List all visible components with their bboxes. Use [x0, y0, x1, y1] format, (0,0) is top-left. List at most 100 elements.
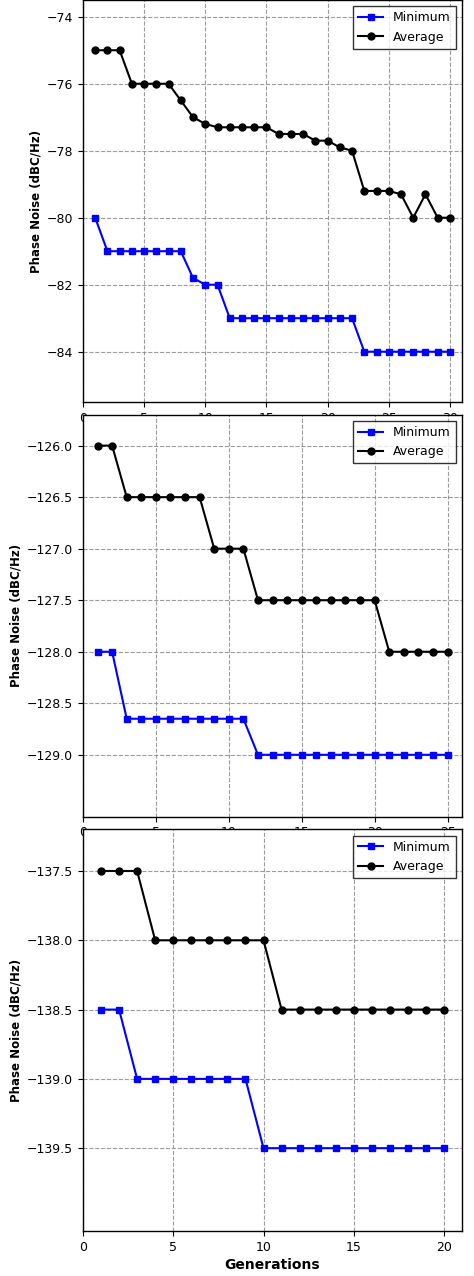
Minimum — [374, 345, 379, 360]
Minimum — [243, 1072, 248, 1087]
Line: Minimum: Minimum — [91, 214, 454, 355]
Average — [362, 184, 367, 199]
X-axis label: Generations: Generations — [225, 1258, 320, 1272]
Average — [299, 592, 305, 607]
Minimum — [239, 310, 245, 325]
Minimum — [270, 748, 275, 763]
Minimum — [386, 748, 392, 763]
Minimum — [312, 310, 318, 325]
Line: Minimum: Minimum — [94, 648, 451, 758]
Average — [333, 1002, 338, 1017]
Average — [288, 126, 294, 142]
Average — [134, 864, 140, 879]
Minimum — [168, 711, 173, 726]
Minimum — [227, 310, 233, 325]
Legend: Minimum, Average: Minimum, Average — [353, 6, 456, 48]
Average — [369, 1002, 375, 1017]
Average — [447, 211, 453, 226]
Average — [129, 77, 135, 92]
Minimum — [264, 310, 269, 325]
Average — [202, 116, 208, 131]
Average — [154, 77, 159, 92]
Line: Minimum: Minimum — [98, 1005, 447, 1152]
Average — [239, 120, 245, 135]
Average — [416, 644, 421, 660]
Minimum — [362, 345, 367, 360]
Average — [197, 490, 202, 505]
Minimum — [398, 345, 404, 360]
Minimum — [109, 644, 115, 660]
Minimum — [288, 310, 294, 325]
Legend: Minimum, Average: Minimum, Average — [353, 421, 456, 463]
Average — [95, 438, 100, 453]
Minimum — [141, 244, 147, 259]
Average — [313, 592, 319, 607]
Average — [251, 120, 257, 135]
Average — [284, 592, 290, 607]
Minimum — [215, 277, 220, 292]
Line: Average: Average — [91, 47, 454, 221]
Minimum — [226, 711, 232, 726]
Minimum — [129, 244, 135, 259]
Legend: Minimum, Average: Minimum, Average — [353, 836, 456, 878]
Average — [255, 592, 261, 607]
Average — [207, 933, 212, 948]
Average — [264, 120, 269, 135]
Minimum — [410, 345, 416, 360]
Minimum — [445, 748, 450, 763]
Minimum — [138, 711, 144, 726]
Average — [349, 143, 355, 158]
Average — [92, 42, 98, 57]
Minimum — [416, 748, 421, 763]
Average — [276, 126, 282, 142]
Minimum — [207, 1072, 212, 1087]
Average — [357, 592, 363, 607]
Minimum — [152, 1072, 158, 1087]
Average — [374, 184, 379, 199]
Minimum — [349, 310, 355, 325]
Minimum — [284, 748, 290, 763]
Minimum — [178, 244, 183, 259]
Minimum — [447, 345, 453, 360]
Average — [153, 490, 159, 505]
Average — [138, 490, 144, 505]
Average — [105, 42, 110, 57]
Average — [243, 933, 248, 948]
Minimum — [134, 1072, 140, 1087]
Text: (a): (a) — [263, 471, 283, 485]
Minimum — [369, 1141, 375, 1156]
Minimum — [423, 345, 428, 360]
Minimum — [299, 748, 305, 763]
Average — [410, 211, 416, 226]
Average — [337, 139, 343, 154]
Minimum — [166, 244, 172, 259]
Minimum — [301, 310, 306, 325]
Average — [386, 644, 392, 660]
Minimum — [240, 711, 246, 726]
Average — [225, 933, 230, 948]
Line: Average: Average — [94, 443, 451, 655]
Minimum — [337, 310, 343, 325]
Minimum — [190, 271, 196, 286]
Average — [435, 211, 440, 226]
Average — [328, 592, 334, 607]
Average — [261, 933, 266, 948]
Minimum — [211, 711, 217, 726]
Minimum — [95, 644, 100, 660]
Average — [211, 541, 217, 556]
X-axis label: Generations: Generations — [225, 843, 320, 857]
Minimum — [435, 345, 440, 360]
Average — [405, 1002, 411, 1017]
Minimum — [255, 748, 261, 763]
Minimum — [225, 1072, 230, 1087]
Minimum — [387, 1141, 393, 1156]
Minimum — [276, 310, 282, 325]
Average — [315, 1002, 320, 1017]
Average — [226, 541, 232, 556]
Minimum — [170, 1072, 176, 1087]
Minimum — [182, 711, 188, 726]
Line: Average: Average — [98, 868, 447, 1013]
Average — [240, 541, 246, 556]
Minimum — [401, 748, 407, 763]
Y-axis label: Phase Noise (dBC/Hz): Phase Noise (dBC/Hz) — [10, 958, 23, 1102]
